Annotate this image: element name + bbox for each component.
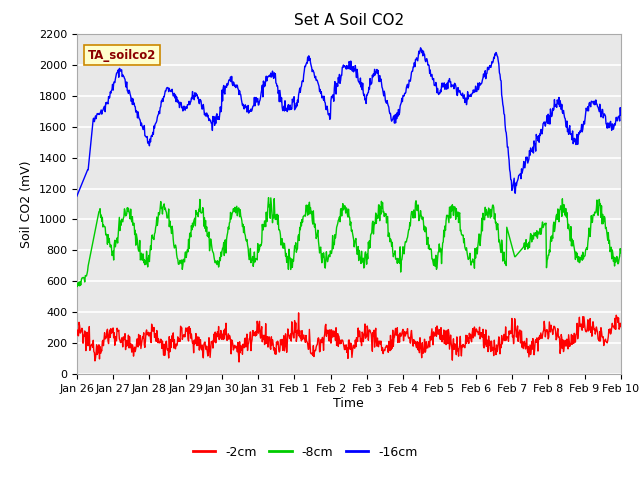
- Title: Set A Soil CO2: Set A Soil CO2: [294, 13, 404, 28]
- Y-axis label: Soil CO2 (mV): Soil CO2 (mV): [20, 160, 33, 248]
- Legend: -2cm, -8cm, -16cm: -2cm, -8cm, -16cm: [188, 441, 423, 464]
- X-axis label: Time: Time: [333, 397, 364, 410]
- Text: TA_soilco2: TA_soilco2: [88, 49, 156, 62]
